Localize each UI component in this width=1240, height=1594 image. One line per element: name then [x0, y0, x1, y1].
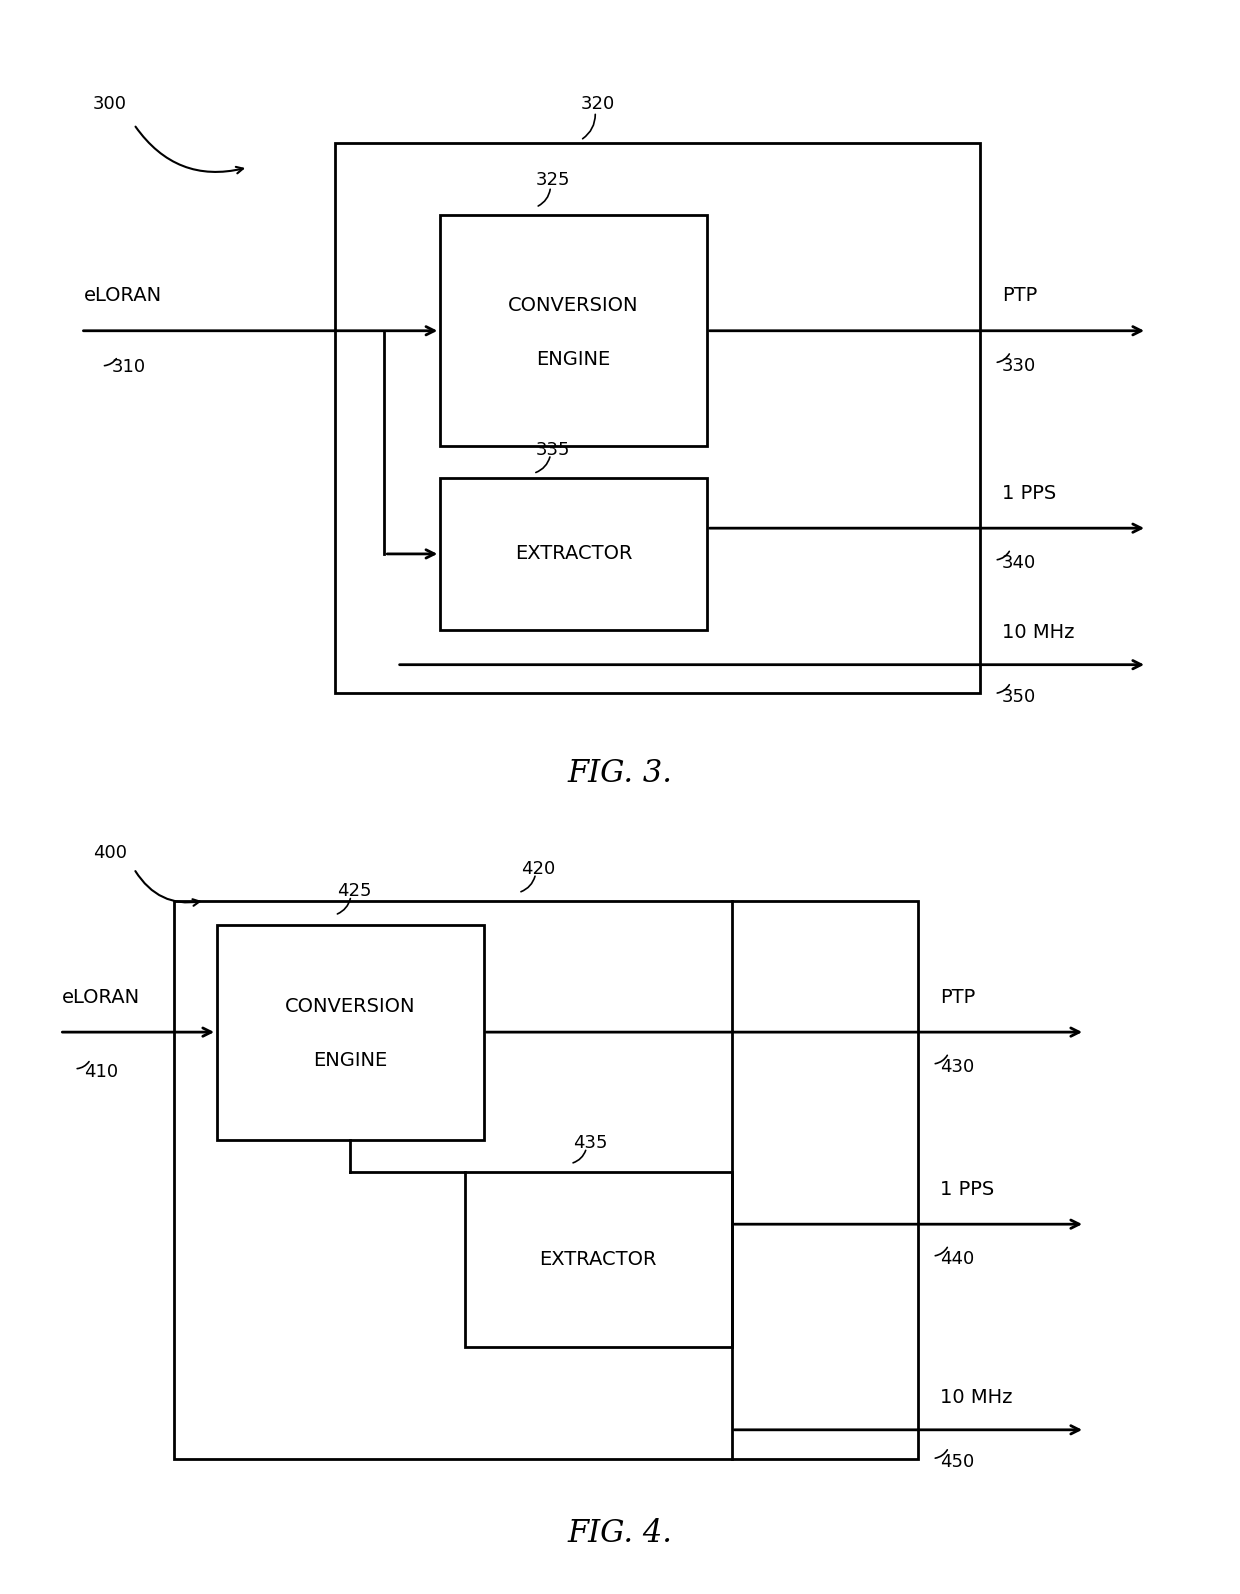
Text: PTP: PTP: [940, 988, 975, 1006]
Text: 1 PPS: 1 PPS: [940, 1180, 994, 1199]
FancyBboxPatch shape: [465, 1172, 732, 1347]
Text: 420: 420: [521, 859, 556, 878]
Text: 10 MHz: 10 MHz: [940, 1388, 1012, 1408]
FancyBboxPatch shape: [335, 143, 980, 693]
Text: 320: 320: [580, 94, 615, 113]
Text: 430: 430: [940, 1058, 975, 1076]
Text: 300: 300: [93, 94, 126, 113]
Text: 340: 340: [1002, 555, 1037, 572]
Text: 425: 425: [337, 881, 372, 901]
Text: 450: 450: [940, 1452, 975, 1471]
Text: EXTRACTOR: EXTRACTOR: [515, 545, 632, 563]
Text: 350: 350: [1002, 687, 1037, 706]
Text: 440: 440: [940, 1250, 975, 1269]
Text: 10 MHz: 10 MHz: [1002, 623, 1074, 642]
FancyBboxPatch shape: [217, 925, 484, 1140]
FancyBboxPatch shape: [440, 478, 707, 630]
Text: 310: 310: [112, 359, 146, 376]
Text: 335: 335: [536, 440, 570, 459]
Text: 410: 410: [84, 1063, 119, 1081]
Text: 435: 435: [573, 1133, 608, 1152]
Text: FIG. 4.: FIG. 4.: [568, 1517, 672, 1549]
Text: 330: 330: [1002, 357, 1037, 375]
Text: CONVERSION: CONVERSION: [508, 296, 639, 314]
Text: PTP: PTP: [1002, 287, 1037, 304]
Text: ENGINE: ENGINE: [537, 351, 610, 368]
Text: CONVERSION: CONVERSION: [285, 998, 415, 1015]
Text: 400: 400: [93, 843, 126, 862]
Text: eLORAN: eLORAN: [62, 988, 140, 1006]
Text: FIG. 3.: FIG. 3.: [568, 757, 672, 789]
FancyBboxPatch shape: [440, 215, 707, 446]
Text: 1 PPS: 1 PPS: [1002, 483, 1056, 502]
Text: eLORAN: eLORAN: [84, 287, 162, 304]
Text: EXTRACTOR: EXTRACTOR: [539, 1250, 657, 1269]
FancyBboxPatch shape: [174, 901, 918, 1459]
Text: 325: 325: [536, 171, 570, 190]
Text: ENGINE: ENGINE: [314, 1052, 387, 1070]
